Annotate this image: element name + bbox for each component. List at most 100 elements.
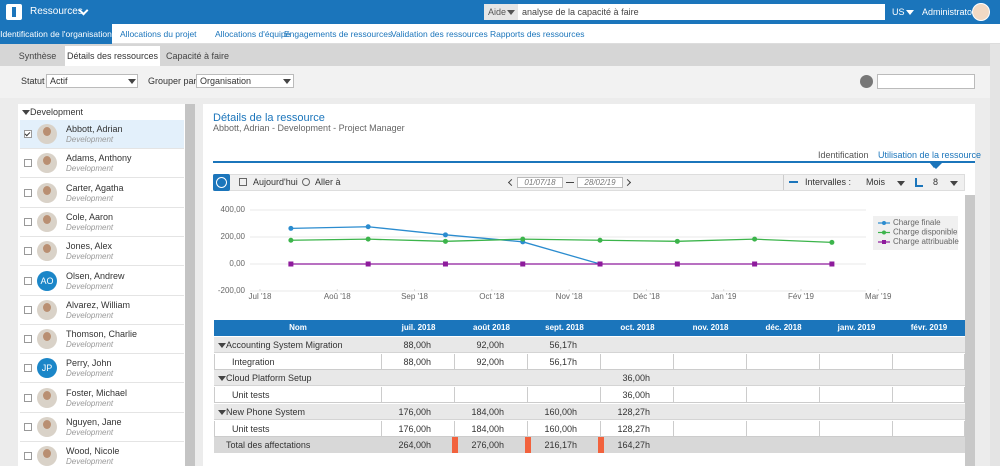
- person-initials: AO: [37, 270, 57, 291]
- cell-value: 184,00h: [471, 423, 504, 434]
- table-header: [214, 320, 965, 336]
- cell-value: 176,00h: [398, 406, 431, 417]
- legend-marker: [882, 221, 886, 225]
- details-title: Détails de la ressource: [213, 112, 325, 124]
- help-dropdown[interactable]: Aide: [484, 4, 518, 20]
- person-row[interactable]: [20, 267, 184, 296]
- x-tick-label: Déc '18: [633, 292, 660, 301]
- interval-label: Intervalles :: [805, 177, 852, 187]
- person-checkbox[interactable]: [24, 364, 32, 373]
- person-checkbox[interactable]: [24, 217, 32, 226]
- today-button[interactable]: Aujourd'hui: [253, 177, 298, 187]
- sub-tab[interactable]: Synthèse: [18, 51, 57, 61]
- search-input[interactable]: [877, 74, 975, 89]
- person-checkbox[interactable]: [24, 305, 32, 314]
- page-scrollbar[interactable]: [990, 44, 1000, 466]
- person-name: Adams, Anthony: [66, 153, 132, 164]
- person-row[interactable]: [20, 325, 184, 355]
- person-photo-face: [43, 185, 51, 195]
- person-row[interactable]: [20, 208, 184, 237]
- person-checkbox[interactable]: [24, 130, 32, 138]
- group-row[interactable]: [214, 370, 965, 387]
- person-row[interactable]: [20, 296, 184, 325]
- nav-tab[interactable]: Allocations d'équipe: [215, 29, 291, 39]
- column-header: juil. 2018: [401, 323, 436, 332]
- person-row[interactable]: [20, 149, 184, 179]
- app-switcher[interactable]: Ressources: [30, 6, 83, 17]
- group-row[interactable]: [214, 337, 965, 353]
- series-point: [288, 261, 294, 267]
- date-to[interactable]: 28/02/19: [577, 177, 623, 188]
- person-row[interactable]: [20, 179, 184, 208]
- table-cell: [455, 420, 528, 437]
- person-name: Nguyen, Jane: [66, 417, 122, 427]
- person-row[interactable]: [20, 384, 184, 413]
- group-select[interactable]: Organisation: [196, 74, 294, 88]
- person-checkbox[interactable]: [24, 393, 32, 402]
- interval-select[interactable]: Mois: [866, 177, 886, 187]
- column-header: sept. 2018: [545, 323, 584, 332]
- person-checkbox[interactable]: [24, 159, 32, 168]
- legend-label: Charge finale: [893, 218, 941, 227]
- cell-value: 264,00h: [398, 440, 431, 451]
- details-scrollbar[interactable]: [965, 195, 975, 466]
- overallocation-flag: [525, 437, 531, 454]
- search-button[interactable]: [860, 75, 873, 88]
- sub-tab[interactable]: Détails des ressources: [65, 46, 160, 66]
- nav-tab[interactable]: Identification de l'organisation: [0, 24, 112, 44]
- person-checkbox[interactable]: [24, 335, 32, 344]
- user-menu[interactable]: Administrator: [922, 7, 976, 17]
- series-point: [365, 236, 371, 242]
- nav-tab[interactable]: Engagements de ressources: [284, 29, 393, 39]
- goto-button[interactable]: Aller à: [315, 177, 341, 187]
- group-row[interactable]: [214, 403, 965, 420]
- caret-icon: [128, 79, 136, 84]
- table-cell: [528, 353, 601, 370]
- series-point: [829, 239, 835, 245]
- person-checkbox[interactable]: [24, 452, 32, 461]
- list-scrollbar[interactable]: [185, 104, 195, 466]
- history-icon: [216, 177, 227, 188]
- person-photo-face: [43, 156, 51, 166]
- x-tick-label: Oct '18: [479, 292, 505, 301]
- person-unit: Development: [66, 135, 114, 144]
- x-tick-label: Sep '18: [401, 292, 428, 301]
- x-tick-label: Mar '19: [865, 292, 892, 301]
- sub-tabs: [0, 44, 1000, 66]
- people-panel: Development Abbott, Adrian Development Adam…: [18, 104, 195, 466]
- cell-value: 88,00h: [403, 356, 431, 367]
- person-row[interactable]: [20, 237, 184, 267]
- person-checkbox[interactable]: [24, 247, 32, 256]
- person-name: Cole, Aaron: [66, 211, 114, 222]
- total-row: [214, 437, 965, 454]
- column-header: Nom: [289, 323, 307, 332]
- person-photo-face: [43, 449, 51, 459]
- person-checkbox[interactable]: [24, 423, 32, 431]
- date-from[interactable]: 01/07/18: [517, 177, 563, 188]
- person-row[interactable]: [20, 413, 184, 442]
- nav-tab[interactable]: Rapports des ressources: [490, 29, 585, 39]
- sub-tab[interactable]: Capacité à faire: [165, 51, 230, 61]
- cell-value: 88,00h: [403, 340, 431, 350]
- status-select[interactable]: Actif: [46, 74, 138, 88]
- details-tab[interactable]: Utilisation de la ressource: [878, 150, 982, 160]
- cell-value: 276,00h: [471, 440, 504, 451]
- locale-menu[interactable]: US: [892, 7, 905, 17]
- count-select[interactable]: 8: [933, 177, 939, 187]
- person-row[interactable]: [20, 354, 184, 384]
- table-cell: [747, 387, 820, 404]
- task-name-cell: [214, 353, 382, 370]
- person-unit: Development: [66, 193, 114, 203]
- table-cell: [893, 353, 965, 370]
- caret-icon: [507, 10, 515, 15]
- table-cell: [601, 420, 674, 437]
- nav-tab[interactable]: Allocations du projet: [120, 29, 197, 39]
- nav-tab[interactable]: Validation des ressources: [391, 29, 488, 39]
- details-tab[interactable]: Identification: [818, 150, 869, 160]
- global-search[interactable]: analyse de la capacité à faire: [518, 4, 885, 20]
- table-cell: [455, 387, 528, 404]
- person-name: Thomson, Charlie: [66, 329, 138, 340]
- person-checkbox[interactable]: [24, 188, 32, 197]
- series-point: [597, 261, 603, 267]
- person-checkbox[interactable]: [24, 276, 32, 285]
